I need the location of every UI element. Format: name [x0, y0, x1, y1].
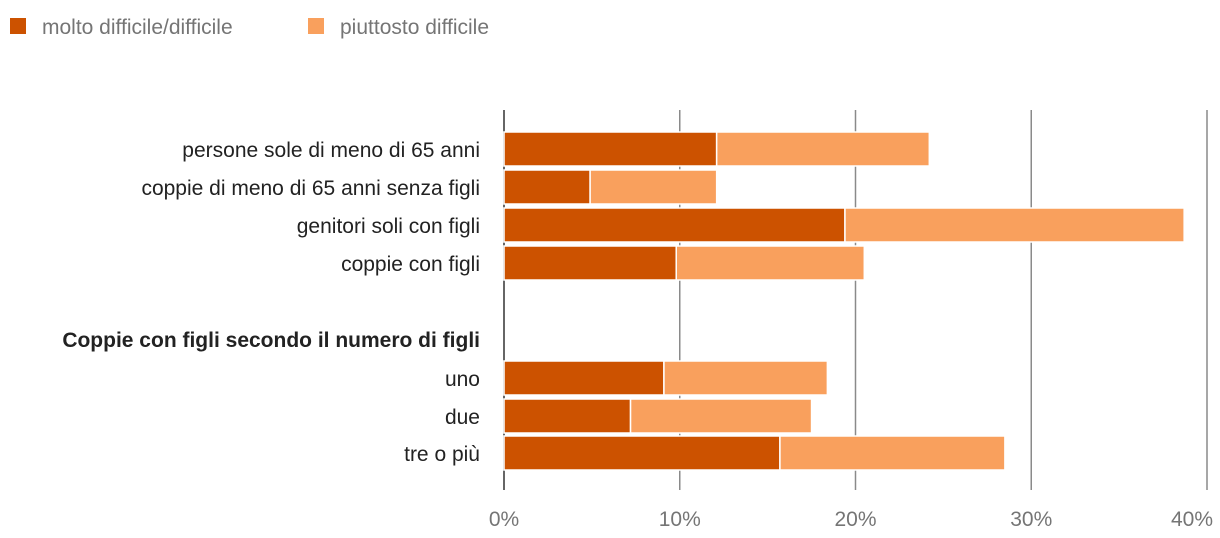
- bar-series-1: [503, 245, 677, 281]
- x-tick-label-10: 10%: [659, 508, 701, 531]
- category-label: coppie con figli: [341, 253, 480, 276]
- bar-series-2: [663, 360, 829, 396]
- bar-series-2: [844, 207, 1185, 243]
- category-labels: persone sole di meno di 65 anni coppie di…: [62, 139, 480, 466]
- bar-series-1: [503, 169, 591, 205]
- category-label: genitori soli con figli: [297, 215, 480, 238]
- x-tick-label-40: 40%: [1171, 508, 1213, 531]
- x-tick-label-20: 20%: [834, 508, 876, 531]
- bar-series-2: [629, 398, 813, 434]
- bar-series-1: [503, 207, 846, 243]
- category-label: persone sole di meno di 65 anni: [182, 139, 480, 162]
- legend-swatch-series-2: [308, 18, 324, 34]
- x-tick-label-0: 0%: [489, 508, 519, 531]
- bar-series-1: [503, 435, 781, 471]
- category-label: due: [445, 406, 480, 429]
- legend-label-series-1: molto difficile/difficile: [42, 16, 233, 39]
- bar-series-2: [779, 435, 1006, 471]
- bar-series-1: [503, 131, 718, 167]
- category-label: Coppie con figli secondo il numero di fi…: [62, 329, 480, 352]
- legend-swatch-series-1: [10, 18, 26, 34]
- category-label: uno: [445, 368, 480, 391]
- bars: [503, 131, 1185, 471]
- bar-series-1: [503, 360, 665, 396]
- bar-series-2: [715, 131, 931, 167]
- legend-label-series-2: piuttosto difficile: [340, 16, 489, 39]
- x-axis-tick-labels: 0% 10% 20% 30% 40%: [489, 508, 1213, 531]
- category-label: coppie di meno di 65 anni senza figli: [141, 177, 480, 200]
- bar-series-2: [675, 245, 866, 281]
- legend: molto difficile/difficile piuttosto diff…: [10, 16, 489, 39]
- bar-series-2: [589, 169, 718, 205]
- x-tick-label-30: 30%: [1010, 508, 1052, 531]
- category-label: tre o più: [404, 443, 480, 466]
- bar-series-1: [503, 398, 632, 434]
